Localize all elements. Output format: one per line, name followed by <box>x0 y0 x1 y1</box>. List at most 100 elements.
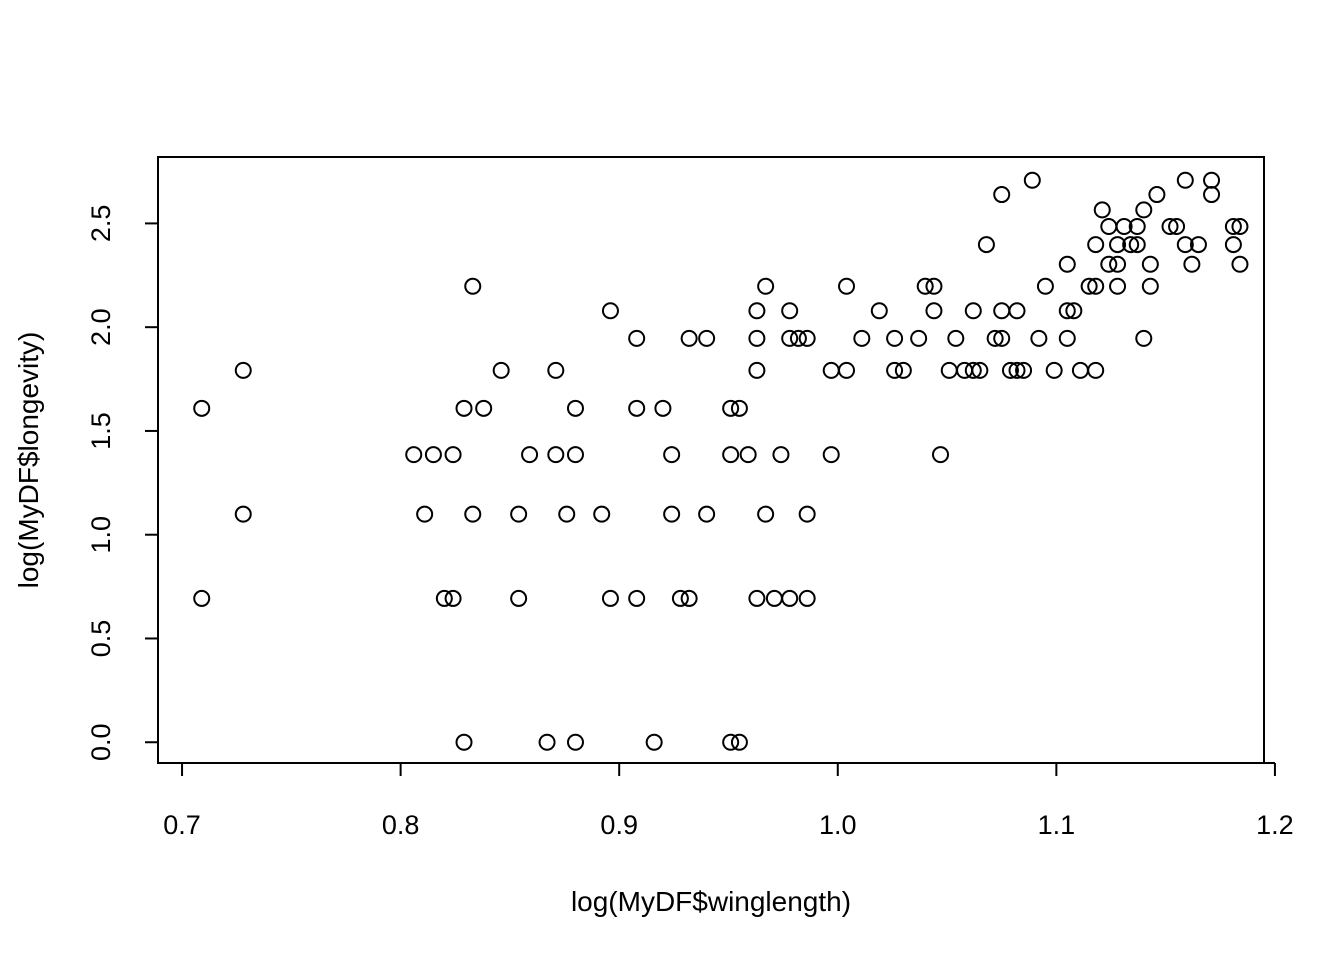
data-point <box>654 399 672 417</box>
data-point <box>1231 255 1249 273</box>
data-point <box>464 277 482 295</box>
points-layer <box>193 171 1249 751</box>
data-point <box>475 399 493 417</box>
data-point <box>993 329 1011 347</box>
data-point <box>1224 218 1242 236</box>
data-point <box>566 733 584 751</box>
data-point <box>492 361 510 379</box>
data-point <box>748 589 766 607</box>
data-point <box>1109 255 1127 273</box>
data-point <box>193 589 211 607</box>
data-point <box>1148 186 1166 204</box>
data-point <box>455 733 473 751</box>
data-point <box>1045 361 1063 379</box>
data-point <box>558 505 576 523</box>
data-point <box>1176 171 1194 189</box>
y-tick-label: 0.0 <box>86 723 116 761</box>
data-point <box>789 329 807 347</box>
data-point <box>916 277 934 295</box>
x-tick-label: 1.1 <box>1038 810 1076 840</box>
data-point <box>894 361 912 379</box>
data-point <box>601 302 619 320</box>
x-tick-label: 0.8 <box>382 810 420 840</box>
data-point <box>781 302 799 320</box>
data-point <box>1189 236 1207 254</box>
data-point <box>1087 236 1105 254</box>
x-tick-label: 1.0 <box>819 810 857 840</box>
data-point <box>993 186 1011 204</box>
data-point <box>671 589 689 607</box>
y-axis: 0.0 0.5 1.0 1.5 2.0 2.5 <box>86 205 159 761</box>
x-tick-label: 0.7 <box>163 810 201 840</box>
data-point <box>964 361 982 379</box>
y-tick-label: 1.0 <box>86 516 116 554</box>
y-tick-label: 2.5 <box>86 205 116 243</box>
data-point <box>1168 218 1186 236</box>
data-point <box>663 505 681 523</box>
data-point <box>986 329 1004 347</box>
data-point <box>645 733 663 751</box>
data-point <box>964 302 982 320</box>
data-point <box>757 505 775 523</box>
data-point <box>870 302 888 320</box>
data-point <box>1141 255 1159 273</box>
data-point <box>1128 218 1146 236</box>
data-point <box>601 589 619 607</box>
data-point <box>1161 218 1179 236</box>
data-point <box>838 277 856 295</box>
data-point <box>1058 255 1076 273</box>
data-point <box>1231 218 1249 236</box>
data-point <box>1115 218 1133 236</box>
data-point <box>464 505 482 523</box>
x-axis-title: log(MyDF$winglength) <box>571 886 851 917</box>
data-point <box>822 446 840 464</box>
data-point <box>1065 302 1083 320</box>
data-point <box>1122 236 1140 254</box>
data-point <box>1036 277 1054 295</box>
data-point <box>663 446 681 464</box>
y-tick-label: 1.5 <box>86 412 116 450</box>
data-point <box>748 361 766 379</box>
data-point <box>593 505 611 523</box>
data-point <box>538 733 556 751</box>
data-point <box>1030 329 1048 347</box>
x-tick-label: 1.2 <box>1256 810 1294 840</box>
data-point <box>947 329 965 347</box>
data-point <box>798 505 816 523</box>
data-point <box>1141 277 1159 295</box>
data-point <box>1080 277 1098 295</box>
data-point <box>1015 361 1033 379</box>
data-point <box>547 446 565 464</box>
data-point <box>405 446 423 464</box>
data-point <box>510 589 528 607</box>
data-point <box>1128 236 1146 254</box>
x-tick-label: 0.9 <box>600 810 638 840</box>
data-point <box>886 329 904 347</box>
data-point <box>977 236 995 254</box>
data-point <box>925 302 943 320</box>
data-point <box>722 399 740 417</box>
data-point <box>1224 236 1242 254</box>
data-point <box>1176 236 1194 254</box>
data-point <box>1058 329 1076 347</box>
data-point <box>1135 329 1153 347</box>
data-point <box>1058 302 1076 320</box>
data-point <box>722 446 740 464</box>
data-point <box>193 399 211 417</box>
data-point <box>234 505 252 523</box>
data-point <box>1109 236 1127 254</box>
data-point <box>698 329 716 347</box>
data-point <box>566 446 584 464</box>
data-point <box>739 446 757 464</box>
data-point <box>838 361 856 379</box>
data-point <box>748 329 766 347</box>
data-point <box>1093 201 1111 219</box>
y-axis-title: log(MyDF$longevity) <box>13 332 44 589</box>
data-point <box>798 589 816 607</box>
data-point <box>925 277 943 295</box>
data-point <box>748 302 766 320</box>
data-point <box>628 399 646 417</box>
data-point <box>910 329 928 347</box>
data-point <box>234 361 252 379</box>
